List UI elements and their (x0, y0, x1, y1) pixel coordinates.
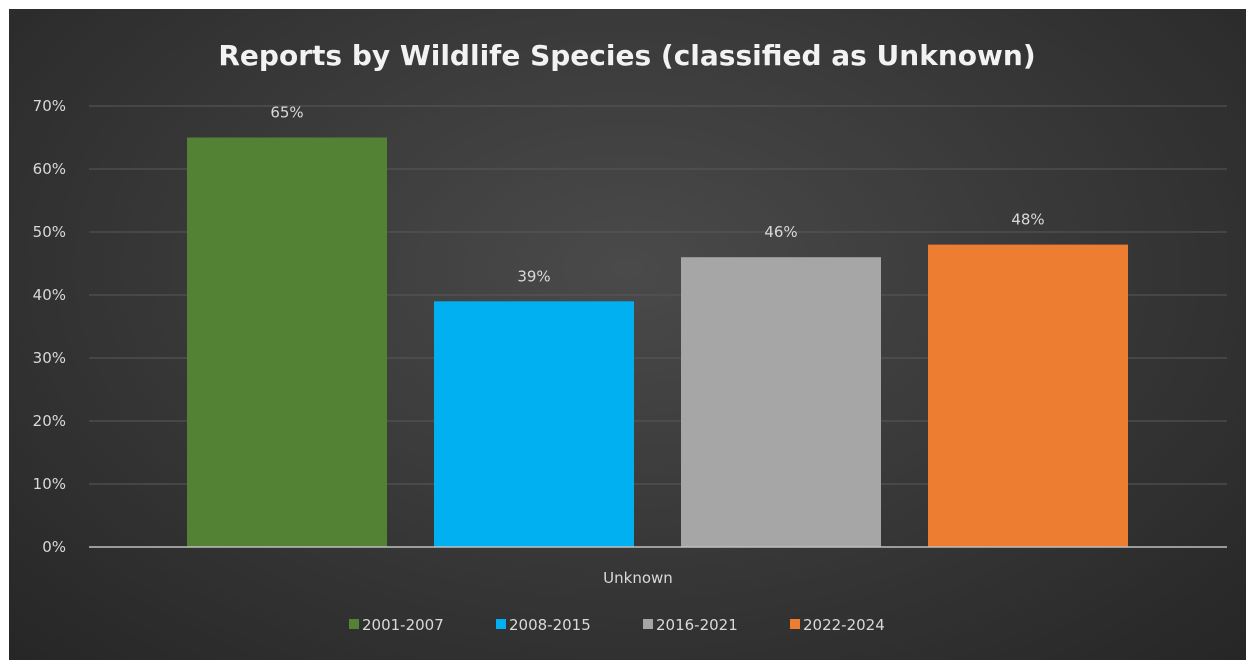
data-label: 48% (1011, 211, 1044, 229)
data-label: 39% (517, 267, 550, 285)
bar-2001-2007 (187, 137, 387, 547)
y-tick-label: 20% (33, 412, 66, 430)
legend-swatch (349, 619, 359, 629)
y-tick-label: 60% (33, 160, 66, 178)
y-tick-label: 0% (42, 538, 66, 556)
legend-label: 2022-2024 (803, 616, 885, 634)
chart-title: Reports by Wildlife Species (classified … (218, 39, 1035, 72)
y-axis: 0% 10% 20% 30% 40% 50% 60% 70% (33, 97, 66, 556)
y-tick-label: 70% (33, 97, 66, 115)
bar-2022-2024 (928, 244, 1128, 547)
data-label: 65% (270, 104, 303, 122)
chart-svg: Reports by Wildlife Species (classified … (33, 39, 1227, 634)
category-label: Unknown (603, 569, 673, 587)
y-tick-label: 30% (33, 349, 66, 367)
y-tick-label: 50% (33, 223, 66, 241)
legend-swatch (496, 619, 506, 629)
y-tick-label: 10% (33, 475, 66, 493)
legend-label: 2016-2021 (656, 616, 738, 634)
data-label: 46% (764, 223, 797, 241)
y-tick-label: 40% (33, 286, 66, 304)
legend-label: 2008-2015 (509, 616, 591, 634)
legend-swatch (643, 619, 653, 629)
legend-label: 2001-2007 (362, 616, 444, 634)
chart-area: Reports by Wildlife Species (classified … (9, 9, 1246, 660)
bars: 65% 39% 46% 48% (187, 104, 1128, 547)
bar-2008-2015 (434, 301, 634, 547)
bar-2016-2021 (681, 257, 881, 547)
legend-swatch (790, 619, 800, 629)
legend: 2001-2007 2008-2015 2016-2021 2022-2024 (349, 616, 885, 634)
